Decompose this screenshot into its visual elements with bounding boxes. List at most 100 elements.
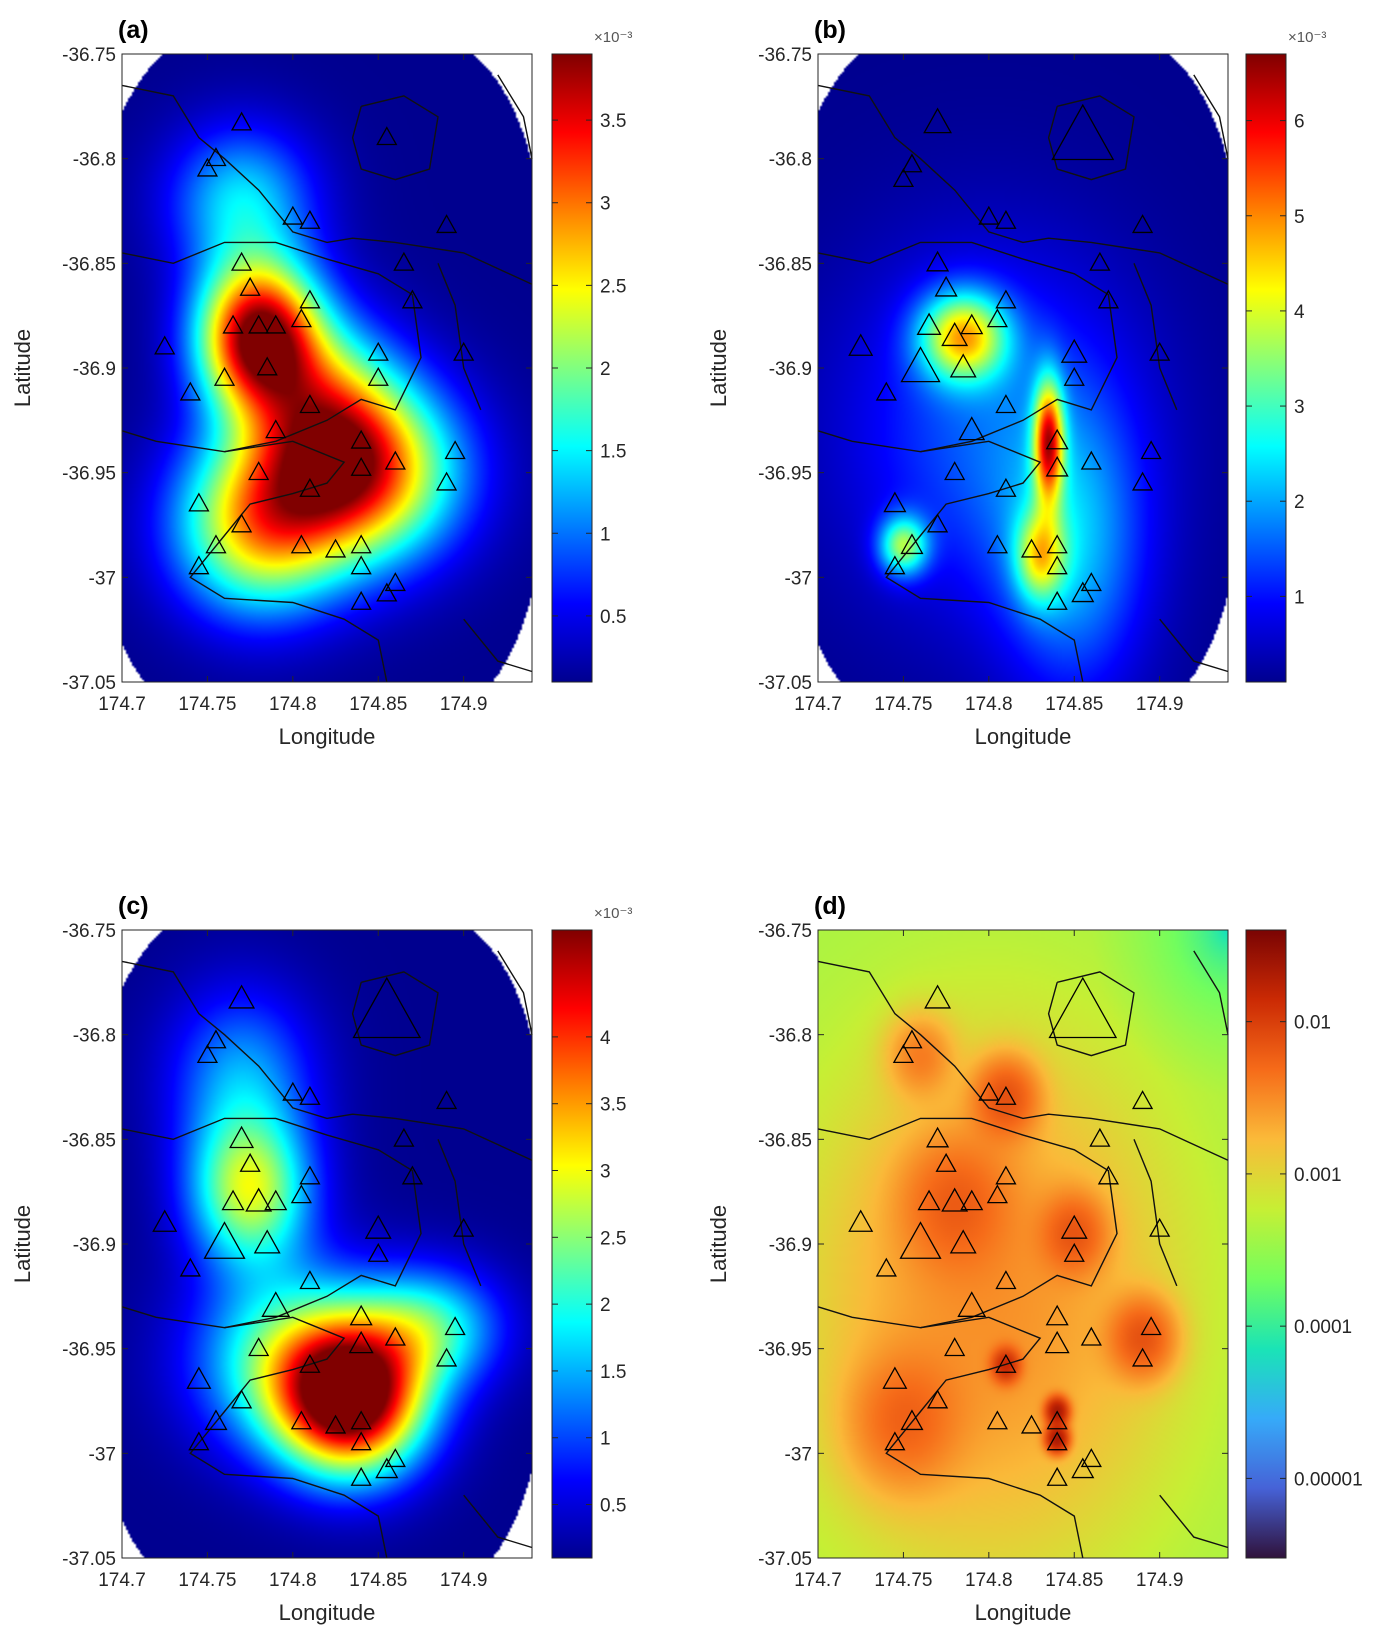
station-marker [384, 1448, 406, 1468]
station-marker [376, 126, 398, 146]
station-marker [1080, 1448, 1102, 1468]
station-marker [248, 461, 270, 481]
station-marker [352, 976, 422, 1039]
station-marker [435, 1347, 458, 1367]
y-tick-label: -36.95 [62, 1340, 116, 1361]
station-marker [1048, 976, 1118, 1039]
station-marker [995, 394, 1017, 414]
station-marker [213, 366, 236, 386]
station-marker [923, 107, 952, 134]
y-axis-label: Latitude [706, 1205, 731, 1283]
station-marker [350, 1466, 372, 1486]
colorbar-tick-label: 2 [600, 359, 611, 380]
station-marker [299, 289, 321, 309]
station-marker [229, 1125, 255, 1149]
station-marker [934, 275, 958, 297]
station-marker [995, 289, 1017, 309]
station-marker [884, 1431, 906, 1451]
station-marker [384, 450, 406, 470]
y-tick-label: -36.9 [769, 1235, 812, 1256]
station-marker [435, 471, 458, 491]
station-marker [196, 157, 219, 177]
station-marker [848, 1209, 874, 1232]
colorbar [1245, 929, 1287, 1559]
station-marker [248, 1337, 270, 1357]
x-tick-label: 174.8 [269, 694, 317, 715]
station-marker [916, 312, 942, 335]
station-marker [875, 381, 897, 401]
station-marker [1060, 338, 1088, 363]
station-marker [230, 1389, 253, 1409]
station-marker [188, 1431, 210, 1451]
coastline [885, 1316, 1084, 1559]
station-marker [453, 1217, 475, 1237]
station-marker [299, 209, 321, 229]
station-marker [179, 381, 201, 401]
station-marker [1046, 555, 1068, 575]
colorbar-tick-label: 1 [1294, 587, 1305, 608]
station-marker [884, 555, 906, 575]
station-marker [986, 1410, 1008, 1430]
y-tick-label: -37.05 [62, 1549, 116, 1570]
station-marker [350, 1410, 372, 1430]
station-marker [957, 1291, 987, 1317]
coastline [1133, 1139, 1178, 1287]
colorbar-tick-label: 4 [1294, 302, 1305, 323]
station-marker [196, 1044, 219, 1064]
heatmap-field [122, 54, 532, 682]
station-marker [900, 346, 941, 383]
station-marker [179, 1257, 201, 1277]
station-marker [239, 276, 261, 296]
x-tick-label: 174.7 [794, 1570, 842, 1591]
coastline [817, 241, 1118, 453]
station-marker [299, 394, 321, 414]
station-marker [901, 1029, 923, 1049]
station-marker [248, 314, 270, 334]
y-tick-label: -36.9 [73, 359, 116, 380]
y-axis-label: Latitude [10, 329, 35, 407]
coastline [1193, 950, 1229, 1035]
y-tick-label: -37.05 [758, 1549, 812, 1570]
station-marker [1140, 440, 1162, 460]
coastline [121, 84, 533, 285]
y-tick-label: -36.85 [62, 1130, 116, 1151]
y-tick-label: -37 [785, 1444, 812, 1465]
station-marker [350, 590, 372, 610]
station-marker [205, 534, 227, 554]
station-marker [941, 322, 969, 347]
station-marker [1131, 1347, 1154, 1367]
station-marker [282, 205, 304, 225]
station-marker [239, 1152, 261, 1172]
station-marker [1063, 1242, 1085, 1262]
coastline [817, 84, 1229, 285]
station-marker [349, 1304, 373, 1326]
station-marker [978, 1081, 1000, 1101]
station-marker [1046, 1410, 1068, 1430]
station-marker [949, 353, 977, 378]
station-marker [924, 984, 952, 1009]
station-marker [299, 1270, 321, 1290]
station-marker [290, 1410, 312, 1430]
station-marker [1080, 572, 1102, 592]
colorbar [551, 53, 593, 683]
colorbar-tick-label: 3 [600, 194, 611, 215]
station-marker [230, 251, 253, 271]
y-tick-label: -36.9 [769, 359, 812, 380]
station-marker [900, 533, 924, 555]
y-tick-label: -36.8 [769, 150, 812, 171]
station-marker [1020, 538, 1043, 558]
colorbar-tick-label: 3.5 [600, 1095, 626, 1116]
coastline [463, 1494, 533, 1549]
station-marker [1131, 1090, 1154, 1110]
station-marker [188, 555, 210, 575]
x-tick-label: 174.9 [1136, 694, 1184, 715]
station-marker [949, 1229, 977, 1254]
coastline [463, 618, 533, 673]
station-marker [401, 289, 424, 309]
coastline [1193, 74, 1229, 159]
station-marker [384, 1326, 406, 1346]
station-marker [203, 1221, 246, 1259]
station-marker [265, 419, 287, 439]
station-marker [995, 477, 1017, 497]
